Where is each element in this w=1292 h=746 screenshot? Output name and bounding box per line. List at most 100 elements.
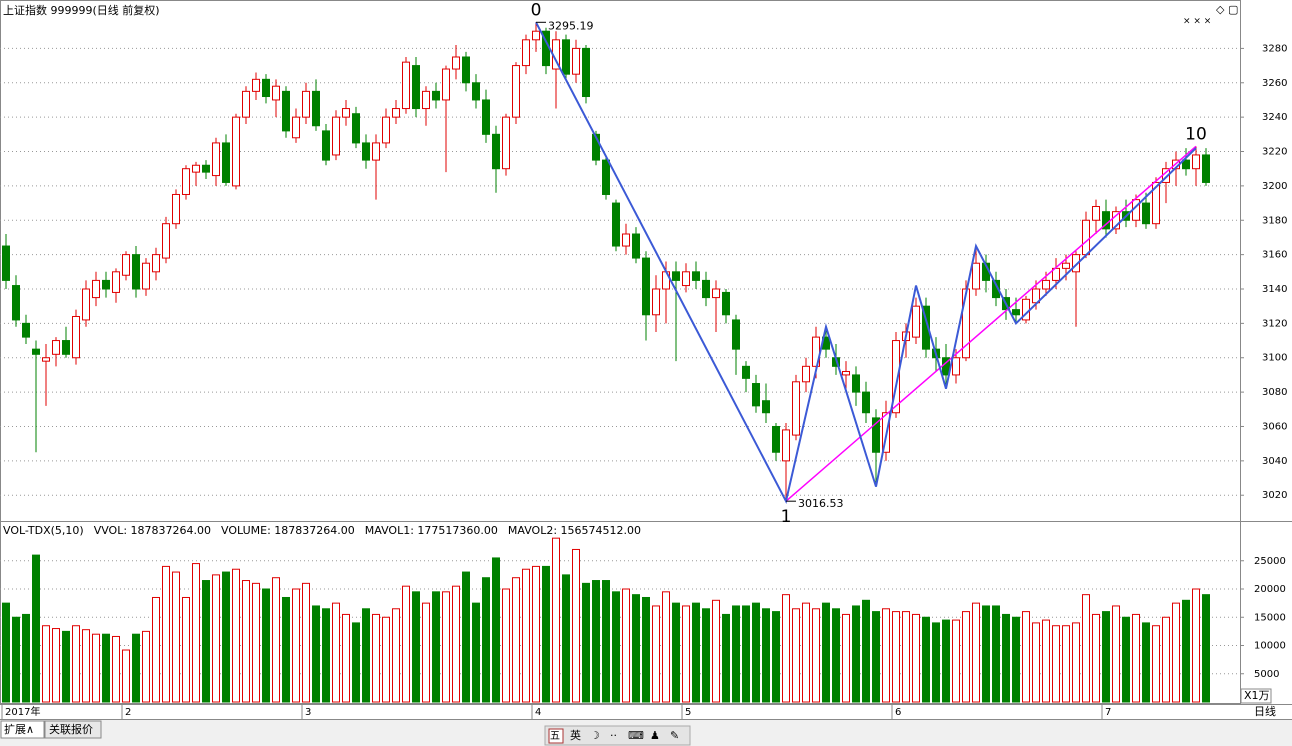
candle-body xyxy=(532,30,540,41)
tab[interactable] xyxy=(0,720,45,739)
candle-body xyxy=(112,271,120,293)
volume-bar xyxy=(1032,622,1040,703)
candle-body xyxy=(32,348,40,355)
candle-body xyxy=(862,391,870,414)
icon[interactable]: ⌨ xyxy=(628,729,644,742)
volume-bar xyxy=(192,563,200,703)
tab-label[interactable]: 关联报价 xyxy=(49,722,93,736)
candle-body xyxy=(502,116,510,170)
volume-bar xyxy=(1202,594,1210,703)
candle-body xyxy=(362,142,370,161)
volume-bar xyxy=(1092,613,1100,703)
candle-body xyxy=(802,365,810,383)
volume-bar xyxy=(392,608,400,703)
volume-bar xyxy=(482,577,490,703)
y-tick-label: 3260 xyxy=(1262,78,1287,89)
candle-body xyxy=(212,142,220,177)
candle-body xyxy=(372,142,380,161)
candle-body xyxy=(602,159,610,195)
volume-bar xyxy=(402,585,410,703)
candle-body xyxy=(1182,159,1190,170)
candle-body xyxy=(492,133,500,170)
volume-bar xyxy=(222,571,230,703)
volume-bar xyxy=(432,591,440,703)
volume-bar xyxy=(1052,625,1060,703)
volume-bar xyxy=(272,577,280,703)
volume-bar xyxy=(132,633,140,703)
candle-body xyxy=(132,254,140,290)
candle-body xyxy=(562,39,570,75)
candle-body xyxy=(1092,206,1100,221)
candle-body xyxy=(522,39,530,67)
candle-body xyxy=(332,116,340,156)
candle-body xyxy=(142,262,150,290)
candle-body xyxy=(392,108,400,118)
candle-body xyxy=(172,193,180,225)
volume-bar xyxy=(332,602,340,703)
volume-bar xyxy=(1182,599,1190,703)
volume-bar xyxy=(1122,616,1130,703)
icon[interactable]: ☽ xyxy=(590,729,600,742)
volume-bar xyxy=(702,608,710,703)
candle-body xyxy=(432,90,440,101)
candle-body xyxy=(592,133,600,161)
wave-line xyxy=(535,21,1197,505)
candle-body xyxy=(342,108,350,118)
icon[interactable]: ♟ xyxy=(650,729,660,742)
icon[interactable]: ·· xyxy=(610,729,617,742)
volume-bar xyxy=(262,588,270,703)
candle-body xyxy=(382,116,390,144)
icon[interactable]: ◇ xyxy=(1216,3,1225,16)
volume-bar xyxy=(312,605,320,703)
volume-bar xyxy=(112,635,120,703)
volume-bar xyxy=(652,605,660,703)
button-label[interactable]: 英 xyxy=(570,728,581,742)
candle-body xyxy=(712,288,720,299)
volume-bar xyxy=(512,577,520,703)
volume-bar xyxy=(322,608,330,703)
candle-body xyxy=(682,271,690,287)
y-tick-label: 3280 xyxy=(1262,43,1287,54)
chart-title: 上证指数 999999(日线 前复权) xyxy=(3,3,160,17)
volume-bar xyxy=(422,602,430,703)
unit-box xyxy=(1240,688,1272,704)
volume-bar xyxy=(912,613,920,703)
tab[interactable] xyxy=(44,720,102,739)
volume-bar xyxy=(122,649,130,703)
volume-bar xyxy=(602,580,610,703)
volume-bar xyxy=(522,568,530,703)
volume-bar xyxy=(142,630,150,703)
candle-body xyxy=(702,279,710,299)
y-tick-label: 15000 xyxy=(1254,612,1286,623)
volume-bar xyxy=(72,625,80,703)
button[interactable] xyxy=(548,728,564,744)
volume-bar xyxy=(302,582,310,703)
y-tick-label: 20000 xyxy=(1254,584,1286,595)
volume-legend: VVOL: 187837264.00 xyxy=(94,524,211,537)
button-label[interactable]: 五 xyxy=(550,731,560,742)
candle-body xyxy=(412,65,420,110)
icon[interactable]: ▢ xyxy=(1228,3,1238,16)
candle-body xyxy=(92,279,100,299)
candle-body xyxy=(472,82,480,101)
volume-bar xyxy=(972,602,980,703)
candle-body xyxy=(232,116,240,187)
volume-bar xyxy=(352,622,360,703)
tab-label[interactable]: 扩展∧ xyxy=(4,722,34,736)
plot-frame xyxy=(0,0,1241,704)
candle-body xyxy=(482,99,490,135)
candle-body xyxy=(312,90,320,127)
candle-body xyxy=(722,291,730,316)
candle-body xyxy=(632,233,640,259)
volume-bar xyxy=(472,602,480,703)
icon[interactable]: ✎ xyxy=(670,729,679,742)
candle-body xyxy=(762,400,770,414)
volume-bar xyxy=(882,608,890,703)
candle-body xyxy=(452,56,460,70)
y-tick-label: 3040 xyxy=(1262,456,1287,467)
volume-bar xyxy=(1162,616,1170,703)
candle-body xyxy=(322,130,330,161)
pivot-label: 10 xyxy=(1185,124,1207,144)
volume-bar xyxy=(1042,619,1050,703)
candle-body xyxy=(262,78,270,98)
